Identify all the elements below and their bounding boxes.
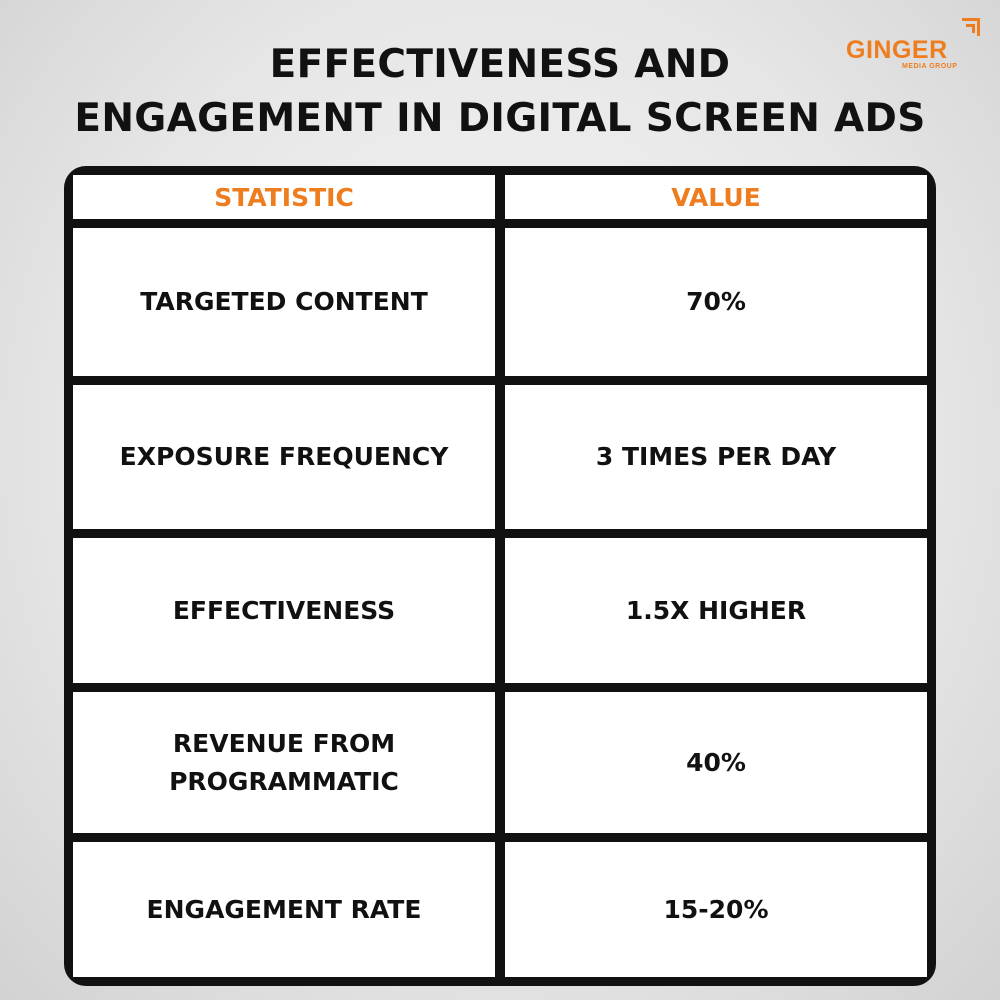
table-row-value: 70% bbox=[505, 228, 927, 376]
statistic-label: TARGETED CONTENT bbox=[140, 287, 428, 316]
value-label: 15-20% bbox=[663, 894, 769, 924]
title-line-1: EFFECTIVENESS AND bbox=[269, 42, 731, 87]
logo-tagline: MEDIA GROUP bbox=[902, 63, 958, 70]
table-row-statistic: EXPOSURE FREQUENCY bbox=[73, 385, 495, 529]
statistic-label: EFFECTIVENESS bbox=[172, 595, 396, 625]
value-label: 1.5X HIGHER bbox=[625, 595, 807, 625]
value-label: 70% bbox=[686, 287, 746, 316]
logo-wordmark: GINGER bbox=[846, 36, 948, 64]
header-value-label: VALUE bbox=[671, 182, 761, 212]
table-row-value: 3 TIMES PER DAY bbox=[505, 385, 927, 529]
table-row-statistic: EFFECTIVENESS bbox=[73, 538, 495, 683]
header-value: VALUE bbox=[505, 175, 927, 219]
title-line-2: ENGAGEMENT IN DIGITAL SCREEN ADS bbox=[74, 96, 926, 141]
table-row-value: 1.5X HIGHER bbox=[505, 538, 927, 683]
header-statistic: STATISTIC bbox=[73, 175, 495, 219]
table-row-statistic: ENGAGEMENT RATE bbox=[73, 842, 495, 977]
value-label: 3 TIMES PER DAY bbox=[595, 442, 837, 471]
value-label: 40% bbox=[686, 747, 746, 777]
table-row-value: 15-20% bbox=[505, 842, 927, 977]
statistic-label: ENGAGEMENT RATE bbox=[146, 894, 422, 924]
brand-logo: GINGER MEDIA GROUP bbox=[846, 16, 996, 72]
table-row-statistic: REVENUE FROM PROGRAMMATIC bbox=[73, 692, 495, 833]
table-row-statistic: TARGETED CONTENT bbox=[73, 228, 495, 376]
page-title: EFFECTIVENESS AND ENGAGEMENT IN DIGITAL … bbox=[0, 38, 1000, 146]
header-statistic-label: STATISTIC bbox=[214, 182, 354, 212]
table-row-value: 40% bbox=[505, 692, 927, 833]
statistic-label: REVENUE FROM PROGRAMMATIC bbox=[169, 728, 399, 796]
statistic-label: EXPOSURE FREQUENCY bbox=[119, 442, 449, 471]
logo-signal-icon bbox=[962, 18, 980, 36]
statistics-table: STATISTIC VALUE TARGETED CONTENT 70% EXP… bbox=[64, 166, 936, 986]
